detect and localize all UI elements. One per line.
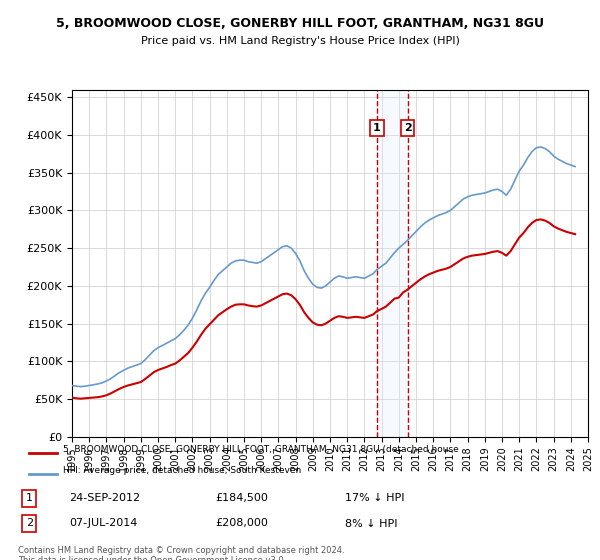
Text: Price paid vs. HM Land Registry's House Price Index (HPI): Price paid vs. HM Land Registry's House … — [140, 36, 460, 46]
Text: 07-JUL-2014: 07-JUL-2014 — [69, 519, 137, 529]
Text: £208,000: £208,000 — [215, 519, 268, 529]
Text: 17% ↓ HPI: 17% ↓ HPI — [345, 493, 404, 503]
Text: 1: 1 — [373, 123, 381, 133]
Text: HPI: Average price, detached house, South Kesteven: HPI: Average price, detached house, Sout… — [63, 466, 301, 475]
Text: 2: 2 — [404, 123, 412, 133]
Text: 8% ↓ HPI: 8% ↓ HPI — [345, 519, 398, 529]
Bar — [377, 90, 407, 437]
Text: 5, BROOMWOOD CLOSE, GONERBY HILL FOOT, GRANTHAM, NG31 8GU: 5, BROOMWOOD CLOSE, GONERBY HILL FOOT, G… — [56, 17, 544, 30]
Text: £184,500: £184,500 — [215, 493, 268, 503]
Text: 5, BROOMWOOD CLOSE, GONERBY HILL FOOT, GRANTHAM, NG31 8GU (detached house: 5, BROOMWOOD CLOSE, GONERBY HILL FOOT, G… — [63, 445, 459, 454]
Text: 2: 2 — [26, 519, 33, 529]
Text: 24-SEP-2012: 24-SEP-2012 — [69, 493, 140, 503]
Text: Contains HM Land Registry data © Crown copyright and database right 2024.
This d: Contains HM Land Registry data © Crown c… — [18, 546, 344, 560]
Text: 1: 1 — [26, 493, 33, 503]
